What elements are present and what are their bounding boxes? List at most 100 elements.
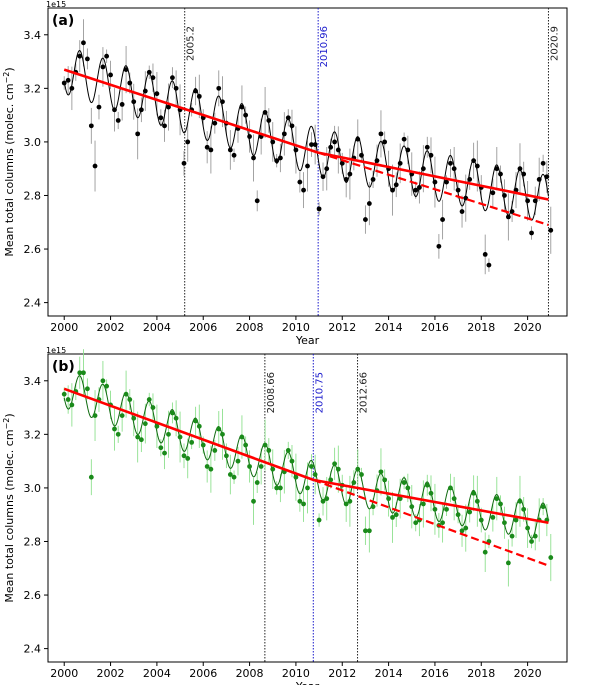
data-point [227, 472, 233, 477]
data-point [393, 182, 399, 188]
data-point [428, 490, 434, 496]
data-point [312, 472, 318, 477]
data-point [96, 104, 102, 110]
data-point [262, 442, 268, 448]
data-point [459, 209, 465, 214]
data-point [467, 509, 473, 515]
data-point [540, 160, 546, 166]
data-point [401, 480, 407, 485]
data-point [448, 160, 453, 166]
data-point [138, 107, 144, 113]
data-point [517, 498, 523, 504]
data-point [432, 179, 438, 185]
data-point [335, 466, 341, 472]
data-point [305, 163, 310, 169]
y-tick-label: 3.4 [24, 375, 42, 388]
data-point [119, 102, 125, 107]
data-point [463, 525, 469, 531]
x-tick-label: 2016 [421, 321, 449, 334]
data-point [189, 439, 195, 445]
data-point [513, 517, 519, 523]
data-point [293, 474, 299, 480]
data-point [131, 99, 137, 105]
data-point [401, 136, 407, 142]
data-point [494, 496, 500, 502]
data-point [146, 69, 152, 75]
data-point [474, 163, 480, 169]
x-tick-label: 2000 [50, 667, 78, 680]
data-point [281, 131, 287, 137]
data-point [170, 75, 175, 81]
y-tick-label: 2.6 [24, 589, 42, 602]
data-point [92, 413, 98, 418]
data-point [61, 80, 67, 86]
y-axis-label-superscript: −2 [2, 418, 11, 430]
data-point [150, 75, 156, 81]
x-tick-label: 2018 [467, 667, 495, 680]
data-point [216, 85, 222, 91]
data-point [417, 185, 422, 190]
data-point [293, 147, 299, 153]
data-point [212, 448, 218, 453]
data-point [420, 501, 426, 507]
data-point [316, 517, 322, 523]
data-point [193, 88, 198, 94]
data-point [100, 64, 106, 70]
data-point [142, 88, 148, 94]
data-point [220, 431, 225, 437]
data-point [166, 431, 171, 437]
data-point [378, 131, 384, 137]
vertical-marker-label: 2008.66 [266, 372, 277, 413]
data-point [440, 217, 445, 222]
data-point [193, 418, 198, 424]
data-point [339, 160, 345, 166]
data-point [351, 480, 357, 485]
y-tick-label: 3.2 [24, 428, 42, 441]
data-point [498, 501, 503, 507]
y-tick-label: 2.8 [24, 189, 42, 202]
data-point [243, 442, 249, 448]
y-tick-label: 3.2 [24, 82, 42, 95]
data-point [312, 142, 318, 147]
data-point [150, 405, 156, 410]
data-point [243, 112, 249, 118]
data-point [544, 174, 550, 180]
data-point [135, 131, 141, 137]
y-tick-label: 2.4 [24, 297, 42, 310]
data-point [335, 147, 341, 153]
panel-label: (a) [52, 13, 74, 29]
data-point [486, 262, 492, 268]
data-point [405, 147, 411, 153]
data-point [393, 512, 399, 518]
data-point [162, 450, 167, 456]
data-point [505, 214, 511, 220]
data-point [397, 496, 403, 502]
data-point [200, 442, 206, 448]
data-point [532, 533, 538, 539]
data-point [146, 397, 152, 402]
trend-line-extrapolated [312, 478, 549, 567]
y-tick-label: 2.4 [24, 643, 42, 656]
y-axis-label-text: Mean total columns (molec. cm [3, 429, 16, 602]
data-point [363, 528, 368, 534]
x-tick-label: 2018 [467, 321, 495, 334]
data-point [220, 99, 225, 105]
y-tick-label: 2.6 [24, 243, 42, 256]
data-point [274, 158, 280, 164]
data-point [227, 147, 233, 153]
data-point [77, 370, 83, 376]
data-point [135, 434, 141, 440]
data-point [502, 520, 507, 526]
data-point [440, 520, 445, 526]
data-point [216, 426, 222, 432]
trend-line-after [313, 478, 549, 525]
data-point [343, 501, 349, 507]
data-point [266, 448, 272, 453]
data-point [289, 123, 295, 129]
data-point [277, 155, 283, 161]
data-point [455, 512, 461, 518]
data-point [69, 402, 75, 408]
data-point [366, 528, 372, 534]
trend-line-extrapolated [317, 151, 549, 226]
